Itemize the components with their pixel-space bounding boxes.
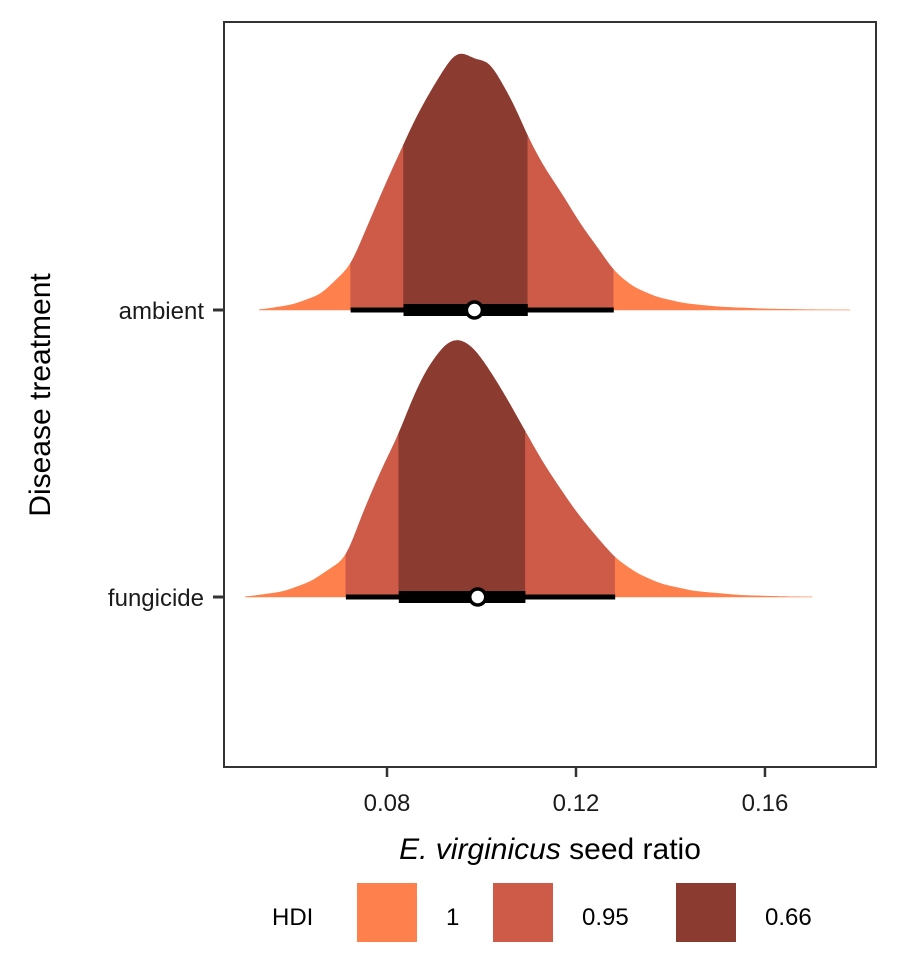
density-ambient-hdi-95-lower	[350, 144, 404, 311]
x-tick-label-1: 0.12	[553, 790, 600, 817]
median-point-fungicide	[467, 587, 488, 607]
legend: HDI 1 0.95 0.66	[272, 883, 812, 942]
legend-label-hdi-95: 0.95	[582, 904, 629, 931]
x-tick-label-0: 0.08	[364, 790, 411, 817]
y-axis: ambient fungicide	[108, 298, 224, 612]
x-tick-label-2: 0.16	[742, 790, 789, 817]
interval-layer	[345, 300, 616, 607]
median-point-ambient	[464, 300, 485, 320]
density-fungicide-hdi-1-lower	[244, 553, 347, 598]
density-layer	[244, 53, 851, 598]
legend-label-hdi-1: 1	[446, 904, 459, 931]
x-axis: 0.08 0.12 0.16	[364, 767, 789, 817]
legend-title: HDI	[272, 904, 313, 931]
x-axis-title-italic: E. virginicus	[399, 833, 561, 866]
density-fungicide-hdi-1-upper	[614, 556, 813, 598]
density-ambient-hdi-66	[403, 53, 529, 311]
x-axis-title: E. virginicus seed ratio	[399, 833, 701, 866]
x-axis-title-rest: seed ratio	[561, 833, 701, 866]
density-fungicide-hdi-95-upper	[525, 430, 616, 598]
panel-border	[223, 21, 877, 768]
density-fungicide-hdi-95-lower	[345, 433, 400, 598]
density-ambient-hdi-95-upper	[527, 136, 615, 311]
legend-key-hdi-1	[357, 883, 417, 942]
density-ambient-hdi-1-lower	[259, 262, 351, 311]
legend-label-hdi-66: 0.66	[765, 904, 812, 931]
legend-key-hdi-95	[493, 883, 553, 942]
y-tick-label-fungicide: fungicide	[108, 585, 204, 612]
density-fungicide-hdi-66	[398, 340, 526, 598]
density-ambient-hdi-1-upper	[613, 269, 851, 311]
y-tick-label-ambient: ambient	[119, 298, 205, 325]
legend-key-hdi-66	[676, 883, 736, 942]
y-axis-title: Disease treatment	[24, 273, 57, 517]
